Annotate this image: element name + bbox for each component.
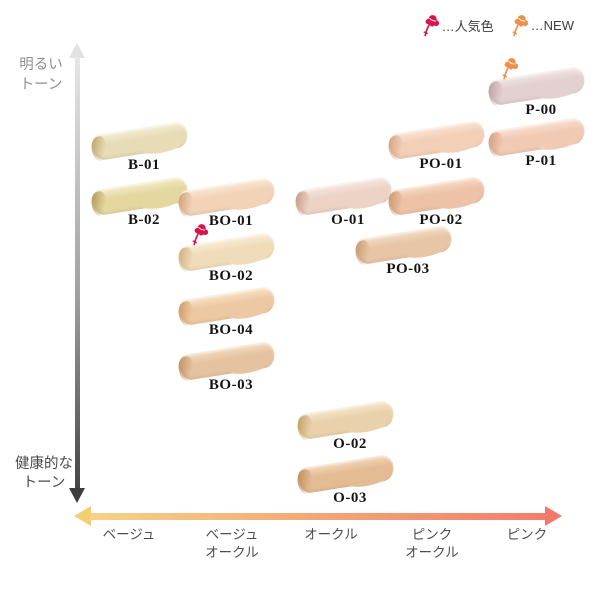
popular-flower-icon: [420, 13, 440, 37]
legend-popular-label: …人気色: [441, 18, 494, 34]
shade-smear: [294, 175, 394, 217]
new-flower-icon: [509, 13, 529, 37]
y-axis-label-healthy: 健康的な トーン: [14, 455, 74, 493]
y-axis-arrowhead-down: [69, 488, 85, 503]
shade-code-label: BO-02: [208, 268, 254, 284]
x-axis-arrowhead-right: [545, 506, 562, 526]
shade-swatch-O-01: O-01: [294, 175, 394, 233]
y-axis-arrowhead-up: [69, 43, 85, 58]
shade-code-label: B-02: [128, 212, 160, 228]
x-axis-label-line: ベージュ: [205, 527, 259, 542]
shade-code-label: PO-03: [386, 261, 430, 277]
shade-smear: [90, 175, 190, 217]
y-axis-label-healthy-line1: 健康的な: [15, 456, 73, 472]
y-axis-label-bright-line1: 明るい: [19, 57, 63, 73]
shade-code-label: PO-01: [419, 156, 463, 172]
x-axis-line: [90, 513, 546, 520]
shade-smear: [387, 119, 487, 161]
shade-swatch-B-01: B-01: [90, 120, 190, 178]
x-axis-label: ベージュ オークル: [172, 526, 292, 561]
shade-code-label: P-01: [525, 153, 557, 169]
y-axis-line: [75, 57, 80, 489]
shade-swatch-BO-03: BO-03: [177, 340, 277, 398]
shade-swatch-BO-01: BO-01: [177, 176, 277, 234]
legend-item-new: …NEW: [509, 13, 574, 37]
shade-code-label: B-01: [128, 157, 160, 173]
shade-code-label: BO-04: [208, 322, 254, 338]
x-axis-label: オークル: [271, 526, 391, 544]
shade-swatch-O-02: O-02: [296, 399, 396, 457]
shade-code-label: PO-02: [419, 212, 463, 228]
legend-item-popular: …人気色: [420, 13, 494, 37]
shade-swatch-P-00: P-00: [487, 58, 587, 123]
shade-code-label: O-02: [333, 436, 367, 452]
x-axis-label-line: オークル: [205, 544, 259, 560]
shade-swatch-PO-02: PO-02: [387, 175, 487, 233]
shade-smear: [90, 120, 190, 162]
x-axis-label: ピンク: [467, 526, 587, 544]
legend-new-label: …NEW: [530, 17, 574, 33]
shade-smear: [296, 399, 396, 441]
popular-flower-icon: [189, 222, 209, 246]
shade-swatch-BO-04: BO-04: [177, 285, 277, 343]
x-axis-label-line: ベージュ: [102, 527, 156, 542]
x-axis-label-line: オークル: [304, 527, 358, 542]
shade-smear: [296, 453, 396, 495]
y-axis-label-bright-line2: トーン: [19, 77, 63, 93]
shade-swatch-O-03: O-03: [296, 453, 396, 511]
shade-code-label: BO-01: [208, 213, 254, 229]
shade-smear: [177, 176, 277, 218]
shade-swatch-BO-02: BO-02: [177, 224, 277, 289]
x-axis-label: ベージュ: [69, 526, 189, 544]
new-flower-icon: [499, 56, 519, 80]
shade-smear: [387, 175, 487, 217]
shade-swatch-B-02: B-02: [90, 175, 190, 233]
shade-swatch-PO-03: PO-03: [354, 224, 454, 282]
x-axis-label-line: ピンク: [506, 527, 548, 542]
y-axis-label-bright: 明るい トーン: [12, 55, 70, 95]
y-axis-label-healthy-line2: トーン: [22, 475, 66, 491]
x-axis-label-line: ピンク: [411, 527, 453, 542]
x-axis-label: ピンク オークル: [372, 526, 492, 561]
shade-swatch-PO-01: PO-01: [387, 119, 487, 177]
x-axis-label-line: オークル: [405, 544, 459, 560]
shade-code-label: O-03: [333, 490, 367, 506]
shade-code-label: BO-03: [208, 377, 254, 393]
shade-code-label: O-01: [331, 212, 365, 228]
shade-swatch-P-01: P-01: [487, 116, 587, 174]
x-axis-arrowhead-left: [74, 506, 91, 526]
legend: …人気色 …NEW: [420, 13, 574, 37]
shade-smear: [177, 340, 277, 382]
shade-smear: [177, 285, 277, 327]
shade-code-label: P-00: [525, 102, 557, 118]
